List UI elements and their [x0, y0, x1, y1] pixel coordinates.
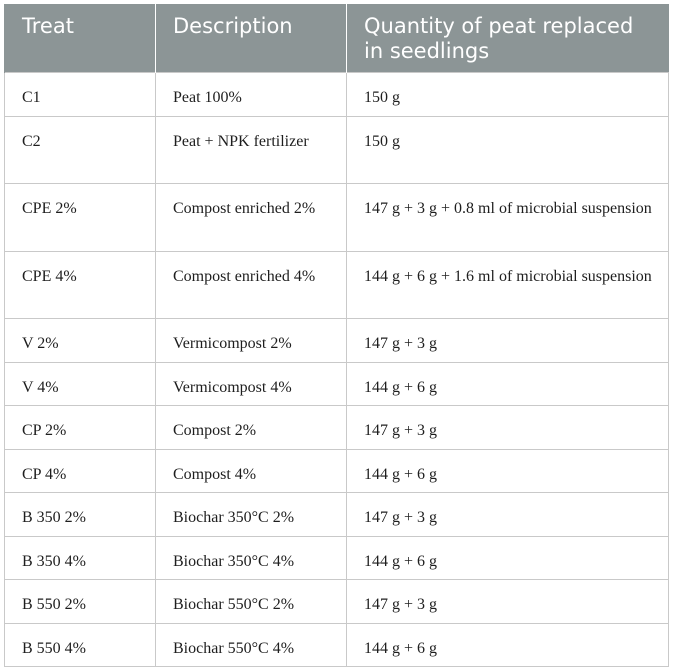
cell-quantity: 147 g + 3 g: [346, 579, 669, 624]
cell-treat: CP 2%: [4, 405, 156, 450]
table-row: B 350 4% Biochar 350°C 4% 144 g + 6 g: [4, 535, 669, 580]
cell-quantity: 144 g + 6 g: [346, 622, 669, 667]
table-row: C2 Peat + NPK fertilizer 150 g: [4, 115, 669, 184]
cell-description: Biochar 350°C 4%: [155, 535, 347, 580]
cell-quantity: 147 g + 3 g: [346, 318, 669, 363]
cell-quantity: 150 g: [346, 72, 669, 117]
table-row: V 2% Vermicompost 2% 147 g + 3 g: [4, 318, 669, 363]
cell-treat: B 350 4%: [4, 535, 156, 580]
header-treat: Treat: [4, 4, 156, 73]
cell-quantity: 147 g + 3 g + 0.8 ml of microbial suspen…: [346, 183, 669, 252]
cell-quantity: 144 g + 6 g: [346, 361, 669, 406]
table-row: B 350 2% Biochar 350°C 2% 147 g + 3 g: [4, 492, 669, 537]
cell-description: Biochar 550°C 2%: [155, 579, 347, 624]
cell-description: Peat 100%: [155, 72, 347, 117]
cell-description: Compost 4%: [155, 448, 347, 493]
cell-treat: V 4%: [4, 361, 156, 406]
treatments-table: Treat Description Quantity of peat repla…: [4, 4, 669, 667]
cell-quantity: 144 g + 6 g: [346, 448, 669, 493]
cell-treat: B 550 4%: [4, 622, 156, 667]
cell-quantity: 147 g + 3 g: [346, 492, 669, 537]
cell-quantity: 150 g: [346, 115, 669, 184]
treatments-table-container: Treat Description Quantity of peat repla…: [4, 4, 669, 667]
table-row: CP 4% Compost 4% 144 g + 6 g: [4, 448, 669, 493]
cell-treat: C1: [4, 72, 156, 117]
cell-description: Peat + NPK fertilizer: [155, 115, 347, 184]
cell-quantity: 144 g + 6 g: [346, 535, 669, 580]
cell-treat: CPE 2%: [4, 183, 156, 252]
table-row: B 550 4% Biochar 550°C 4% 144 g + 6 g: [4, 622, 669, 667]
cell-description: Vermicompost 4%: [155, 361, 347, 406]
cell-description: Biochar 550°C 4%: [155, 622, 347, 667]
cell-quantity: 147 g + 3 g: [346, 405, 669, 450]
table-row: C1 Peat 100% 150 g: [4, 72, 669, 117]
cell-treat: B 350 2%: [4, 492, 156, 537]
cell-treat: V 2%: [4, 318, 156, 363]
cell-description: Compost 2%: [155, 405, 347, 450]
cell-description: Compost enriched 4%: [155, 250, 347, 319]
table-header: Treat Description Quantity of peat repla…: [4, 4, 669, 73]
header-row: Treat Description Quantity of peat repla…: [4, 4, 669, 73]
cell-description: Compost enriched 2%: [155, 183, 347, 252]
cell-treat: CPE 4%: [4, 250, 156, 319]
header-quantity: Quantity of peat replaced in seedlings: [346, 4, 669, 73]
table-row: V 4% Vermicompost 4% 144 g + 6 g: [4, 361, 669, 406]
cell-treat: C2: [4, 115, 156, 184]
header-description: Description: [155, 4, 347, 73]
cell-treat: B 550 2%: [4, 579, 156, 624]
table-body: C1 Peat 100% 150 g C2 Peat + NPK fertili…: [4, 72, 669, 667]
cell-treat: CP 4%: [4, 448, 156, 493]
cell-description: Biochar 350°C 2%: [155, 492, 347, 537]
table-row: B 550 2% Biochar 550°C 2% 147 g + 3 g: [4, 579, 669, 624]
table-row: CPE 2% Compost enriched 2% 147 g + 3 g +…: [4, 183, 669, 252]
cell-description: Vermicompost 2%: [155, 318, 347, 363]
cell-quantity: 144 g + 6 g + 1.6 ml of microbial suspen…: [346, 250, 669, 319]
table-row: CPE 4% Compost enriched 4% 144 g + 6 g +…: [4, 250, 669, 319]
table-row: CP 2% Compost 2% 147 g + 3 g: [4, 405, 669, 450]
